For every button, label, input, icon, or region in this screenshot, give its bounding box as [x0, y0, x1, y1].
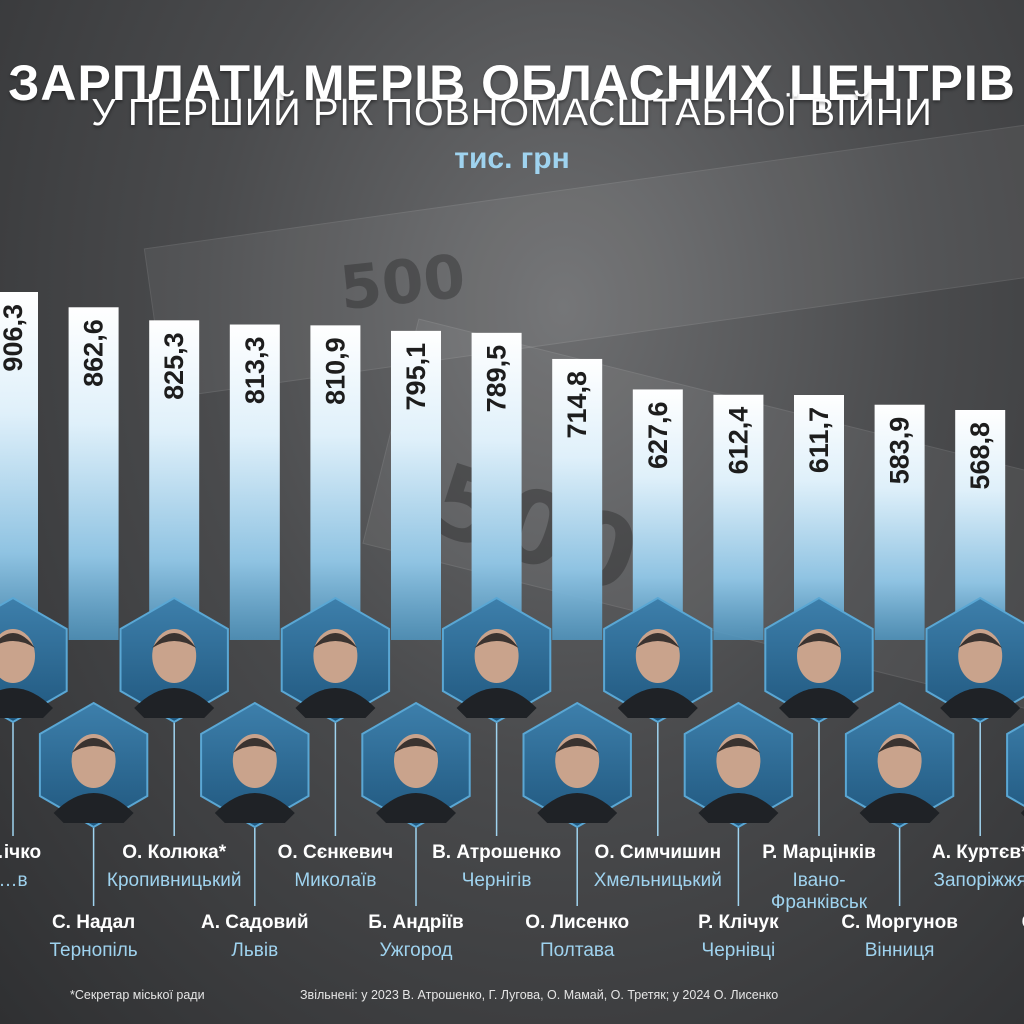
- bar: [229, 324, 280, 640]
- mayor-name: А. Садовий: [201, 912, 309, 933]
- bar-value-label: 789,5: [482, 345, 512, 413]
- portrait-icon: [456, 629, 537, 718]
- mayor-name: …ічко: [0, 842, 41, 863]
- bar-value-label: 906,3: [0, 304, 28, 372]
- city-name: Чернігів: [462, 870, 532, 891]
- bar-value-label: 612,4: [723, 407, 753, 475]
- mayor-name: О. Лисенко: [525, 912, 629, 933]
- portrait-icon: [859, 734, 940, 823]
- city-name: Миколаїв: [294, 870, 376, 891]
- portrait-icon: [1020, 810, 1024, 817]
- portrait-icon: [53, 734, 134, 823]
- bar: [471, 332, 522, 640]
- city-name: Кропивницький: [107, 870, 242, 891]
- mayor-photo-frame: [1006, 723, 1024, 807]
- bar: [713, 394, 764, 640]
- mayor-name: О. Колюка*: [122, 842, 226, 863]
- bar: [149, 320, 200, 640]
- mayor-name: О. Сєнкевич: [278, 842, 394, 863]
- portrait-icon: [940, 629, 1021, 718]
- bar-value-label: 795,1: [401, 343, 431, 411]
- mayor-name: А. Куртєв*: [932, 842, 1024, 863]
- city-name: Чернівці: [702, 940, 776, 961]
- portrait-icon: [617, 629, 698, 718]
- mayor-name: С. Моргунов: [841, 912, 958, 933]
- bar-value-label: 583,9: [885, 417, 915, 485]
- bar-value-label: 568,8: [965, 422, 995, 490]
- bar: [310, 325, 361, 640]
- city-name: Вінниця: [865, 940, 935, 961]
- city-name: Хмельницький: [594, 870, 722, 891]
- portrait-icon: [295, 629, 376, 718]
- mayor-name: Р. Клічук: [698, 912, 779, 933]
- portrait-icon: [0, 629, 53, 718]
- bar: [0, 292, 38, 640]
- mayor-name: С. Надал: [52, 912, 135, 933]
- city-name: Ужгород: [379, 940, 452, 961]
- chart-subtitle: У ПЕРШИЙ РІК ПОВНОМАСШТАБНОЇ ВІЙНИ: [91, 92, 933, 134]
- portrait-icon: [698, 734, 779, 823]
- bar-value-label: 810,9: [320, 337, 350, 405]
- mayor-name: С. Сух…: [1022, 912, 1024, 933]
- mayor-name: Р. Марцінків: [762, 842, 876, 863]
- city-name: Тернопіль: [49, 940, 137, 961]
- bar: [874, 404, 925, 640]
- bar: [391, 330, 441, 640]
- chart-title: ЗАРПЛАТИ МЕРІВ ОБЛАСНИХ ЦЕНТРІВ: [8, 54, 1016, 111]
- city-name: Львів: [231, 940, 278, 961]
- city-name: Полтава: [540, 940, 615, 961]
- bar-value-label: 627,6: [643, 401, 673, 469]
- portrait-icon: [537, 734, 618, 823]
- portrait-icon: [214, 734, 295, 823]
- city-name: …в: [0, 870, 28, 891]
- bar-value-label: 813,3: [240, 337, 270, 405]
- footnote-secretary: *Секретар міської ради: [70, 988, 205, 1002]
- footnote-dismissed: Звільнені: у 2023 В. Атрошенко, Г. Лугов…: [300, 988, 779, 1002]
- portrait-icon: [779, 629, 859, 718]
- mayor-name: Б. Андріїв: [368, 912, 463, 933]
- portrait-icon: [134, 629, 215, 718]
- bar: [552, 358, 603, 640]
- bar-value-label: 611,7: [804, 407, 834, 473]
- mayor-name: В. Атрошенко: [432, 842, 561, 863]
- bar-value-label: 714,8: [562, 371, 592, 439]
- portrait-icon: [376, 734, 456, 823]
- city-name: Запоріжжя: [933, 870, 1024, 891]
- city-name: Івано-Франківськ: [771, 870, 868, 913]
- bar-value-label: 825,3: [159, 332, 189, 400]
- units-label: тис. грн: [454, 142, 570, 175]
- bar: [68, 307, 119, 640]
- bar-value-label: 862,6: [79, 319, 109, 387]
- mayor-name: О. Симчишин: [595, 842, 722, 863]
